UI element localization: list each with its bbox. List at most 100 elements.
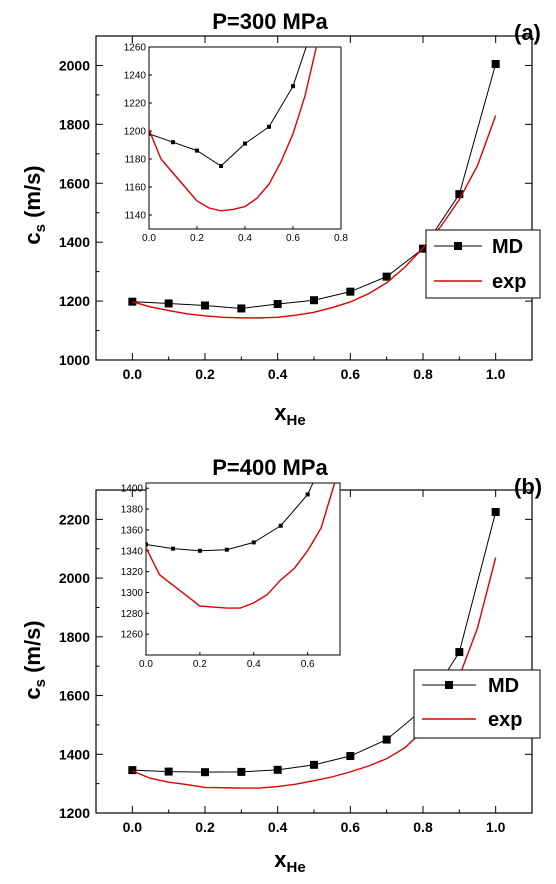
inset-axes-frame [145,482,341,656]
x-tick-label: 0.6 [341,366,361,382]
y-tick-label: 1600 [59,175,90,191]
y-axis-label-b: cs (m/s) [20,620,49,699]
inset-y-tick-label: 1140 [124,211,146,222]
x-axis-label-a: xHe [274,400,305,429]
inset-y-tick-label: 1260 [121,630,144,641]
x-tick-label: 0.8 [413,819,433,835]
series-md-point [273,765,282,774]
inset-a: 0.0 0.2 0.4 0.6 0.8 1140 1160 1180 1200 1220 1240 1… [124,43,349,245]
x-tick-label: 0.0 [123,366,143,382]
inset-y-tick-label: 1200 [124,127,147,138]
inset-series-exp-line [149,47,318,212]
panel-b: P=400 MPa (b) cs (m/s) xHe 0.0 0.2 0.4 0.6 0… [20,434,542,876]
chart-title-b: P=400 MPa [212,455,328,480]
x-tick-label: 0.2 [195,819,215,835]
series-md-point [201,301,209,310]
y-tick-label: 1200 [59,805,90,821]
plot-area-b: 0.0 0.2 0.4 0.6 0.8 1.0 1200 1400 1600 1800 2000 22… [59,489,533,835]
series-md-point [237,304,246,313]
x-tick-label: 0.8 [413,366,433,382]
y-tick-label: 1000 [59,352,90,368]
inset-x-tick-label: 0.2 [190,233,204,244]
inset-y-tick-label: 1160 [124,183,146,194]
inset-y-tick-label: 1300 [121,588,144,599]
inset-series-md-point [243,141,247,146]
series-md-point [128,766,137,775]
inset-b: 0.0 0.2 0.4 0.6 1260 1280 1300 1320 1340 1360 1380… [121,434,341,670]
x-tick-label: 0.6 [341,819,361,835]
y-axis-label-a: cs (m/s) [20,165,49,244]
series-md-point [273,300,282,309]
inset-y-tick-label: 1240 [124,71,147,82]
inset-x-tick-label: 0.6 [301,659,315,670]
legend-box-a [425,229,541,299]
inset-y-tick-label: 1320 [121,567,144,578]
series-md-point [237,767,246,776]
inset-series-md-line [146,483,314,552]
x-tick-label: 0.2 [195,366,215,382]
inset-x-tick-label: 0.4 [247,659,261,670]
inset-y-tick-label: 1280 [121,609,144,620]
x-tick-label: 0.4 [268,366,288,382]
y-tick-label: 1800 [59,116,90,132]
inset-x-tick-label: 0.0 [142,233,156,244]
legend-a: MD exp [425,229,541,299]
inset-series-md-point [171,140,175,145]
series-md-point [310,760,318,769]
inset-y-tick-label: 1180 [124,155,146,166]
y-tick-label: 1600 [59,688,90,704]
inset-series-md-point [251,540,256,545]
series-md-point [491,59,500,68]
inset-background [146,483,340,655]
inset-series-md-point [146,542,148,547]
inset-series-md-point [170,546,175,551]
inset-series-md-line [149,47,307,167]
series-md-point [310,296,318,305]
inset-series-md-point [333,434,337,438]
y-tick-label: 1400 [59,746,90,762]
inset-series-exp-line [146,483,336,609]
inset-series-md-point [278,523,283,528]
inset-y-tick-label: 1360 [121,525,144,536]
series-md-point [201,768,209,777]
inset-series-md-point [197,548,202,553]
inset-background [149,47,341,229]
inset-x-tick-label: 0.2 [193,659,207,670]
panel-label-b: (b) [514,474,542,499]
legend-md-label-b: MD [488,675,519,697]
chart-title-a: P=300 MPa [212,9,328,34]
inset-series-md-point [195,148,199,153]
series-md-point [164,767,173,776]
inset-y-tick-label: 1400 [121,484,144,495]
inset-x-tick-label: 0.8 [334,233,348,244]
panel-a: P=300 MPa (a) cs (m/s) xHe 0.0 0.2 0.4 0.6 0… [20,9,541,429]
legend-md-marker-b [445,681,453,689]
x-tick-label: 0.4 [268,819,288,835]
inset-series-md-point [224,547,229,552]
legend-md-label-a: MD [492,236,523,258]
inset-series-md-point [219,164,223,168]
series-md-point [346,752,355,761]
legend-exp-label-a: exp [492,271,526,293]
series-md-point [491,508,500,517]
x-tick-label: 1.0 [486,819,506,835]
legend-b: MD exp [413,669,541,739]
inset-x-tick-label: 0.0 [139,659,153,670]
inset-series-group [146,434,337,609]
inset-y-tick-label: 1340 [121,546,144,557]
y-tick-label: 1200 [59,293,90,309]
inset-series-md-point [305,492,310,497]
inset-y-tick-label: 1220 [124,99,147,110]
panel-label-a: (a) [514,20,541,45]
legend-md-marker-a [454,242,462,250]
series-md-point [346,287,355,296]
inset-series-group [149,47,318,212]
legend-box-b [413,669,541,739]
series-md-point [455,190,464,199]
inset-series-md-point [267,124,271,129]
inset-x-tick-label: 0.4 [238,233,252,244]
y-tick-label: 1800 [59,629,90,645]
inset-x-tick-label: 0.6 [286,233,300,244]
x-axis-label-b: xHe [274,847,305,876]
